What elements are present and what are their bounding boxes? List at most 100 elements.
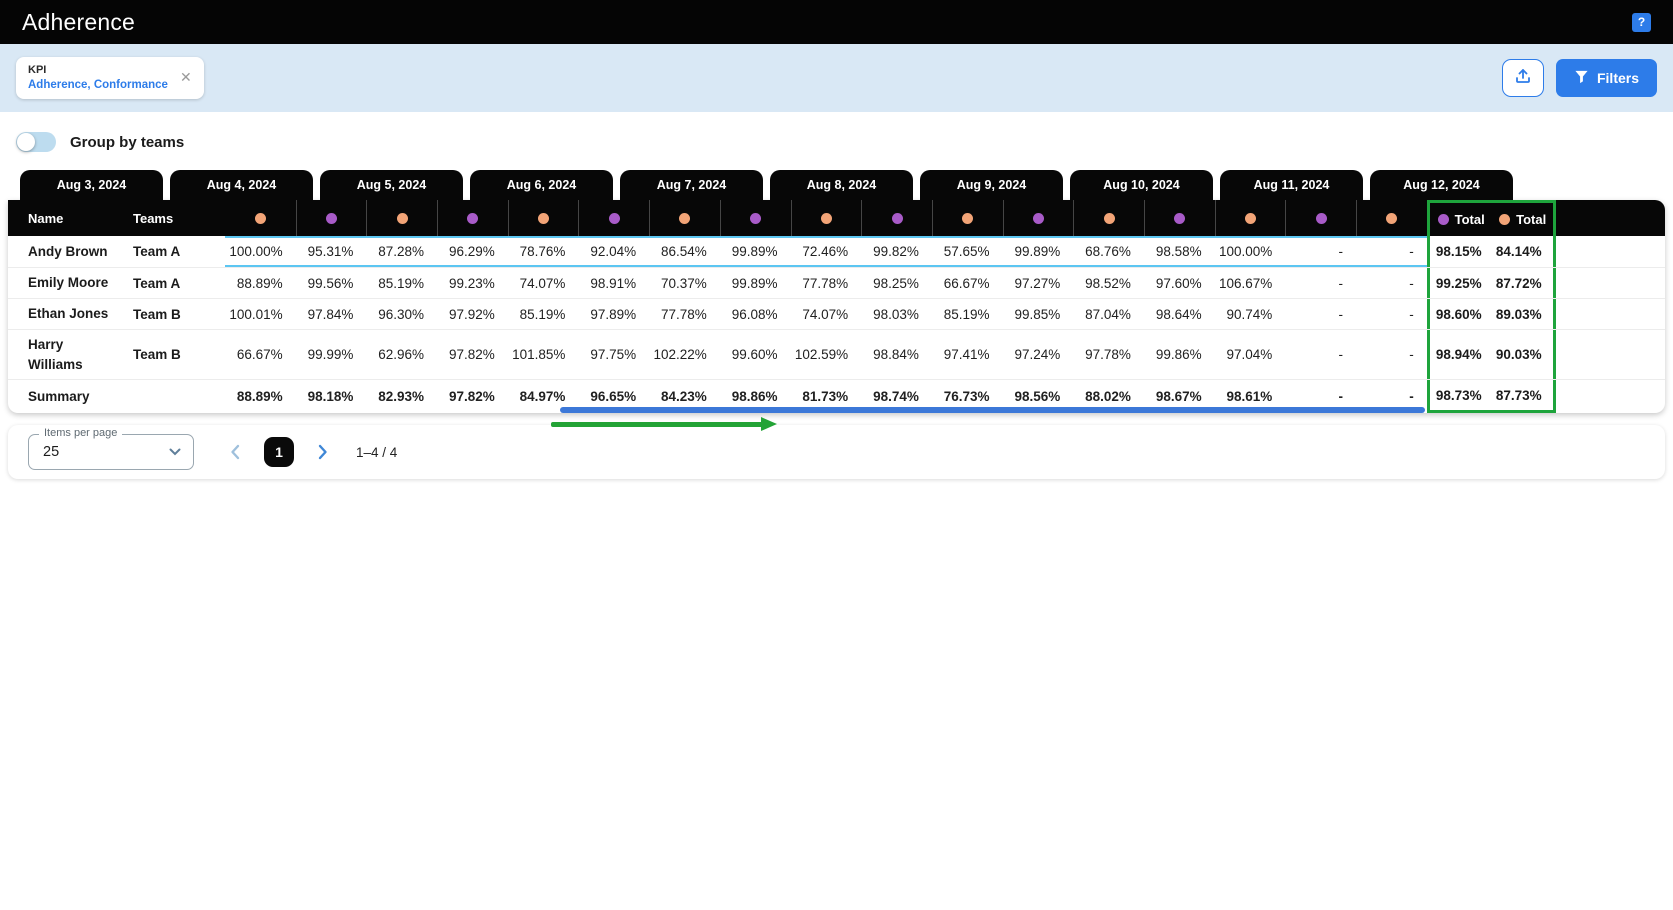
kpi-dot-orange-icon <box>962 212 974 224</box>
kpi-column-header <box>366 200 437 236</box>
cell-value: 101.85% <box>512 347 566 363</box>
kpi-column-header <box>578 200 649 236</box>
page-1-button[interactable]: 1 <box>264 437 294 468</box>
summary-total: 98.73% <box>1426 380 1493 414</box>
help-icon[interactable]: ? <box>1632 12 1651 32</box>
date-tab: Aug 8, 2024 <box>770 170 913 200</box>
cell-team: Team A <box>133 275 181 291</box>
summary-value: 98.74% <box>873 389 919 405</box>
summary-value: - <box>1409 389 1414 405</box>
summary-value: 84.97% <box>519 389 566 405</box>
kpi-column-header <box>225 200 296 236</box>
cell-value: 77.78% <box>802 275 849 291</box>
cell-total: 98.15% <box>1426 236 1493 267</box>
kpi-dot-orange-icon <box>254 212 266 224</box>
date-tab: Aug 7, 2024 <box>620 170 763 200</box>
kpi-column-header <box>649 200 720 236</box>
cell-value: 97.24% <box>1014 347 1061 363</box>
cell-value: 98.64% <box>1155 306 1202 322</box>
cell-value: 99.60% <box>731 347 778 363</box>
next-page-button[interactable] <box>310 439 336 465</box>
items-per-page-select[interactable]: Items per page 25 <box>28 427 194 471</box>
date-tab: Aug 9, 2024 <box>920 170 1063 200</box>
cell-value: 87.28% <box>366 236 437 267</box>
cell-total: 90.03% <box>1493 330 1556 380</box>
cell-value: 102.22% <box>653 347 707 363</box>
cell-value: 100.00% <box>1215 236 1286 267</box>
table-header-row: Name Teams Total Total <box>8 200 1665 236</box>
cell-value: 86.54% <box>649 236 720 267</box>
cell-value: 95.31% <box>296 236 367 267</box>
summary-value: 88.02% <box>1085 389 1131 405</box>
cell-value: 100.01% <box>229 306 283 322</box>
cell-value: 106.67% <box>1219 275 1273 291</box>
cell-value: 72.46% <box>791 236 862 267</box>
items-per-page-label: Items per page <box>39 427 123 440</box>
filters-button-label: Filters <box>1596 70 1639 86</box>
cell-value: 99.99% <box>307 347 354 363</box>
cell-value: - <box>1409 347 1414 363</box>
cell-value: 62.96% <box>378 347 425 363</box>
kpi-column-header <box>861 200 932 236</box>
date-tab: Aug 5, 2024 <box>320 170 463 200</box>
summary-total: 87.73% <box>1492 380 1556 414</box>
cell-value: 100.00% <box>225 236 296 267</box>
group-by-teams-toggle[interactable] <box>16 132 56 152</box>
kpi-dot-orange-icon <box>1244 212 1256 224</box>
cell-team: Team B <box>133 306 181 322</box>
kpi-column-header <box>1214 200 1286 236</box>
cell-value: 57.65% <box>932 236 1003 267</box>
cell-value: 97.04% <box>1226 347 1273 363</box>
cell-value: 77.78% <box>661 306 707 322</box>
chevron-left-icon <box>231 444 240 460</box>
kpi-dot-orange-icon <box>679 212 691 224</box>
cell-value: 85.19% <box>378 275 425 291</box>
toggle-knob-icon <box>17 133 35 151</box>
total-column-header: Total <box>1492 200 1556 236</box>
page-range-label: 1–4 / 4 <box>356 444 398 460</box>
kpi-dot-purple-icon <box>750 212 762 224</box>
kpi-dot-purple-icon <box>1437 214 1449 225</box>
cell-value: 97.78% <box>1085 347 1131 363</box>
kpi-dot-orange-icon <box>1103 212 1115 224</box>
cell-value: 99.23% <box>448 275 495 291</box>
cell-value: 99.89% <box>720 236 791 267</box>
summary-value: 88.89% <box>236 389 283 405</box>
close-icon[interactable]: ✕ <box>179 69 192 86</box>
cell-value: 66.67% <box>236 347 283 363</box>
date-tabs-row: Aug 3, 2024 Aug 4, 2024 Aug 5, 2024 Aug 6, … <box>8 170 1665 200</box>
kpi-column-header <box>1143 200 1215 236</box>
kpi-chip-value: Adherence, Conformance <box>28 78 168 91</box>
summary-value: 98.61% <box>1226 389 1273 405</box>
cell-value: 78.76% <box>508 236 579 267</box>
summary-value: 84.23% <box>661 389 707 405</box>
total-column-header: Total <box>1426 200 1493 236</box>
cell-value: - <box>1356 236 1427 267</box>
previous-page-button[interactable] <box>222 439 248 465</box>
summary-value: 76.73% <box>943 389 990 405</box>
kpi-dot-purple-icon <box>1315 212 1327 224</box>
export-button[interactable] <box>1501 59 1544 97</box>
kpi-column-header <box>1002 200 1074 236</box>
kpi-column-header <box>1285 200 1356 236</box>
date-tab: Aug 10, 2024 <box>1070 170 1213 200</box>
table-row: Emily Moore Team A 88.89% 99.56% 85.19% 99.23… <box>8 267 1665 298</box>
upload-icon <box>1514 67 1532 90</box>
filters-button[interactable]: Filters <box>1555 59 1657 97</box>
table-body: Name Teams Total Total Andy Brown Team A 100.0… <box>8 200 1665 414</box>
cell-value: 90.74% <box>1226 306 1273 322</box>
kpi-dot-purple-icon <box>467 212 479 224</box>
cell-value: 98.91% <box>590 275 637 291</box>
cell-total: 99.25% <box>1426 268 1493 298</box>
kpi-dot-orange-icon <box>820 212 832 224</box>
kpi-dot-purple-icon <box>891 212 903 224</box>
date-tab: Aug 6, 2024 <box>470 170 613 200</box>
chevron-right-icon <box>318 444 327 460</box>
kpi-column-header <box>931 200 1003 236</box>
items-per-page-value: 25 <box>43 444 60 461</box>
cell-value: - <box>1285 236 1356 267</box>
summary-label: Summary <box>28 388 90 404</box>
kpi-column-header <box>1073 200 1144 236</box>
cell-value: 97.27% <box>1014 275 1061 291</box>
kpi-column-header <box>437 200 508 236</box>
